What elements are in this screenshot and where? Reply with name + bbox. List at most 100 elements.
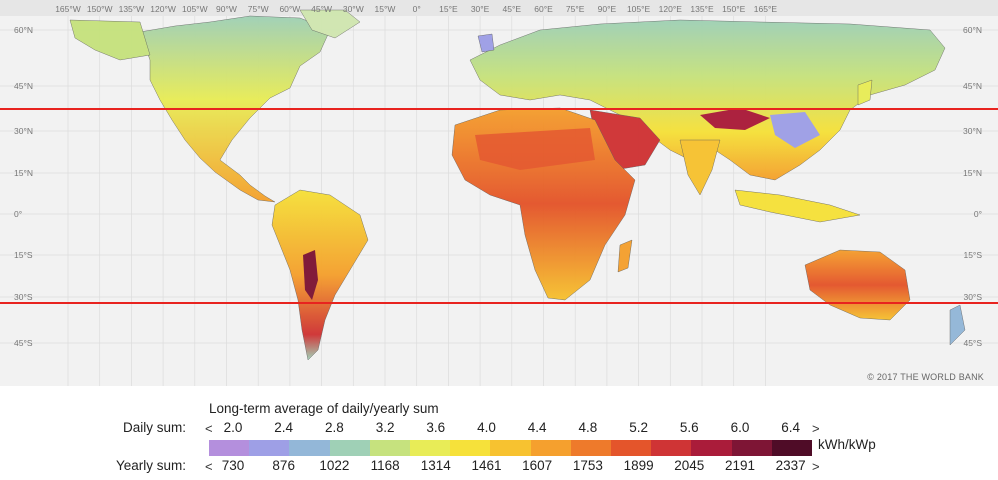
- daily-value: 2.4: [274, 420, 294, 435]
- yearly-value: 876: [272, 458, 295, 473]
- latitude-label-right: 0°: [974, 209, 982, 219]
- longitude-band: [0, 0, 998, 16]
- longitude-label: 75°E: [566, 4, 585, 14]
- yearly-greater-than: >: [812, 459, 820, 474]
- yearly-value: 2191: [724, 458, 756, 473]
- yearly-value: 1461: [471, 458, 502, 473]
- daily-sum-label: Daily sum:: [123, 420, 187, 435]
- color-swatch: [691, 440, 732, 456]
- longitude-label: 90°E: [598, 4, 617, 14]
- color-swatch: [651, 440, 692, 456]
- yearly-value: 1753: [572, 458, 603, 473]
- yearly-value: 1607: [522, 458, 553, 473]
- latitude-label-left: 30°N: [14, 126, 33, 136]
- daily-less-than: <: [205, 421, 213, 436]
- longitude-label: 150°E: [722, 4, 746, 14]
- longitude-label: 90°W: [216, 4, 237, 14]
- color-swatch: [329, 440, 370, 456]
- color-swatch: [530, 440, 571, 456]
- longitude-label: 75°W: [248, 4, 269, 14]
- latitude-label-right: 30°N: [963, 126, 982, 136]
- daily-value: 4.4: [527, 420, 547, 435]
- solar-map: 165°W 150°W 135°W 120°W 105°W 90°W 75°W 60°W 45°…: [0, 0, 998, 386]
- color-swatch: [369, 440, 411, 456]
- longitude-label: 0°: [413, 4, 421, 14]
- sahara-hot: [475, 128, 595, 170]
- longitude-label: 15°E: [439, 4, 458, 14]
- longitude-label: 60°W: [279, 4, 300, 14]
- longitude-label: 135°E: [690, 4, 714, 14]
- longitude-label: 165°E: [754, 4, 778, 14]
- daily-value: 4.0: [477, 420, 496, 435]
- yearly-value: 1022: [319, 458, 350, 473]
- yearly-value: 730: [221, 458, 245, 473]
- longitude-label: 135°W: [119, 4, 145, 14]
- longitude-label: 105°E: [627, 4, 651, 14]
- map-canvas: 165°W 150°W 135°W 120°W 105°W 90°W 75°W 60°W 45°…: [0, 0, 998, 386]
- longitude-label: 30°W: [343, 4, 364, 14]
- color-swatch: [731, 440, 772, 456]
- new-zealand: [949, 304, 966, 346]
- uk: [477, 33, 495, 53]
- latitude-label-right: 45°N: [963, 81, 982, 91]
- color-swatch: [209, 440, 250, 456]
- daily-value: 3.6: [426, 420, 446, 435]
- latitude-label-left: 45°N: [14, 81, 33, 91]
- color-swatch: [570, 440, 612, 456]
- latitude-label-right: 45°S: [963, 338, 982, 348]
- longitude-label: 15°W: [375, 4, 396, 14]
- longitude-label: 165°W: [55, 4, 81, 14]
- south-america: [271, 189, 369, 361]
- latitude-label-right: 15°N: [963, 168, 982, 178]
- latitude-label-left: 30°S: [14, 292, 33, 302]
- unit-label: kWh/kWp: [818, 437, 876, 452]
- daily-value: 6.0: [730, 420, 750, 435]
- daily-value: 5.6: [679, 420, 699, 435]
- china-low: [770, 112, 820, 148]
- indonesia: [734, 189, 861, 223]
- longitude-label: 30°E: [471, 4, 490, 14]
- japan: [857, 79, 873, 106]
- latitude-labels: 60°N 60°N 45°N 45°N 30°N 30°N 15°N 15°N 0° 0° 15°S…: [14, 25, 982, 348]
- daily-value: 2.0: [223, 420, 243, 435]
- latitude-label-left: 45°S: [14, 338, 33, 348]
- longitude-label: 105°W: [182, 4, 208, 14]
- latitude-label-right: 30°S: [963, 292, 982, 302]
- daily-value: 6.4: [781, 420, 801, 435]
- yearly-value: 1899: [623, 458, 654, 473]
- daily-value: 3.2: [375, 420, 395, 435]
- color-swatch: [771, 440, 813, 456]
- color-swatch: [289, 440, 330, 456]
- latitude-label-left: 60°N: [14, 25, 33, 35]
- yearly-value: 1168: [370, 458, 400, 473]
- yearly-value: 1314: [420, 458, 451, 473]
- land-masses: [69, 9, 966, 361]
- latitude-label-right: 15°S: [963, 250, 982, 260]
- alaska: [69, 19, 151, 61]
- daily-value: 4.8: [578, 420, 598, 435]
- color-swatch: [410, 440, 451, 456]
- longitude-label: 150°W: [87, 4, 113, 14]
- yearly-value: 2045: [674, 458, 705, 473]
- latitude-label-left: 0°: [14, 209, 22, 219]
- longitude-label: 120°E: [659, 4, 683, 14]
- yearly-value: 2337: [775, 458, 806, 473]
- latitude-label-right: 60°N: [963, 25, 982, 35]
- legend-title: Long-term average of daily/yearly sum: [209, 401, 439, 416]
- longitude-label: 60°E: [534, 4, 553, 14]
- latitude-label-left: 15°S: [14, 250, 33, 260]
- eurasia: [469, 19, 946, 181]
- latitude-label-left: 15°N: [14, 168, 33, 178]
- color-scale-bar: [209, 440, 813, 456]
- yearly-less-than: <: [205, 459, 213, 474]
- color-swatch: [249, 440, 290, 456]
- andes-hotspot: [303, 250, 318, 300]
- yearly-sum-label: Yearly sum:: [116, 458, 187, 473]
- longitude-labels: 165°W 150°W 135°W 120°W 105°W 90°W 75°W 60°W 45°…: [55, 4, 777, 14]
- greenland: [299, 9, 361, 39]
- daily-greater-than: >: [812, 421, 820, 436]
- copyright-text: © 2017 THE WORLD BANK: [867, 372, 984, 382]
- longitude-label: 45°W: [311, 4, 332, 14]
- daily-value: 5.2: [629, 420, 648, 435]
- india: [679, 139, 721, 196]
